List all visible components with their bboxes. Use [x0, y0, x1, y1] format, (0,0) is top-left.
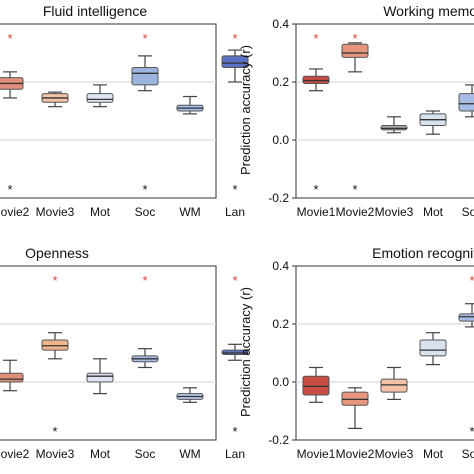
box — [131, 67, 159, 86]
y-axis-label: Prediction accuracy (r) — [238, 287, 253, 417]
significance-star-bottom: * — [142, 182, 147, 197]
significance-star-bottom: * — [52, 424, 57, 439]
box — [341, 43, 369, 58]
y-tick-label: 0.2 — [272, 317, 289, 331]
x-tick-label: Movie1 — [297, 447, 336, 461]
box — [302, 75, 330, 84]
x-tick-label: Lan — [225, 205, 245, 219]
significance-star-top: * — [232, 273, 237, 288]
box — [341, 391, 369, 406]
box — [86, 372, 114, 383]
axes-frame — [0, 23, 217, 199]
axes-frame — [295, 265, 474, 441]
significance-star-top: * — [142, 273, 147, 288]
x-tick-label: WM — [179, 447, 200, 461]
x-tick-label: Movie3 — [36, 447, 75, 461]
x-tick-label: Movie3 — [36, 205, 75, 219]
x-tick-label: Mot — [90, 447, 111, 461]
y-tick-label: 0.0 — [272, 375, 289, 389]
significance-star-bottom: * — [352, 182, 357, 197]
y-tick-label: -0.2 — [268, 433, 289, 447]
box — [41, 339, 69, 351]
significance-star-top: * — [232, 31, 237, 46]
significance-star-bottom: * — [232, 424, 237, 439]
significance-star-top: * — [313, 31, 318, 46]
significance-star-top: * — [142, 31, 147, 46]
box — [221, 55, 249, 69]
x-tick-label: Movie1 — [297, 205, 336, 219]
box — [380, 378, 408, 393]
significance-star-top: * — [469, 273, 474, 288]
y-tick-label: 0.4 — [272, 17, 289, 31]
panel-title: Openness — [25, 245, 89, 261]
box — [86, 93, 114, 103]
x-tick-label: Movie3 — [375, 447, 414, 461]
significance-star-bottom: * — [232, 182, 237, 197]
significance-star-bottom: * — [7, 182, 12, 197]
panel-title: Emotion recognition — [372, 245, 474, 261]
y-tick-label: -0.2 — [268, 191, 289, 205]
box — [0, 372, 24, 383]
x-tick-label: Mot — [423, 447, 444, 461]
x-tick-label: Soc — [462, 447, 474, 461]
x-tick-label: Movie2 — [0, 205, 30, 219]
significance-star-top: * — [352, 31, 357, 46]
x-tick-label: Movie2 — [336, 205, 375, 219]
box — [458, 313, 474, 322]
box — [302, 375, 330, 396]
x-tick-label: Soc — [462, 205, 474, 219]
x-tick-label: Mot — [423, 205, 444, 219]
box — [380, 125, 408, 131]
x-tick-label: Movie2 — [336, 447, 375, 461]
y-axis-label: Prediction accuracy (r) — [238, 45, 253, 175]
x-tick-label: Soc — [135, 205, 156, 219]
x-tick-label: Movie3 — [375, 205, 414, 219]
panel-title: Working memory — [383, 3, 474, 19]
significance-star-top: * — [52, 273, 57, 288]
significance-star-top: * — [7, 31, 12, 46]
box — [458, 93, 474, 112]
y-tick-label: 0.4 — [272, 259, 289, 273]
y-tick-label: 0.0 — [272, 133, 289, 147]
panel-title: Fluid intelligence — [43, 3, 147, 19]
y-tick-label: 0.2 — [272, 75, 289, 89]
x-tick-label: Soc — [135, 447, 156, 461]
x-tick-label: Movie2 — [0, 447, 30, 461]
axes-frame — [0, 265, 217, 441]
x-tick-label: Mot — [90, 205, 111, 219]
significance-star-bottom: * — [469, 424, 474, 439]
x-tick-label: WM — [179, 205, 200, 219]
axes-frame — [295, 23, 474, 199]
box — [419, 339, 447, 357]
x-tick-label: Lan — [225, 447, 245, 461]
significance-star-bottom: * — [313, 182, 318, 197]
